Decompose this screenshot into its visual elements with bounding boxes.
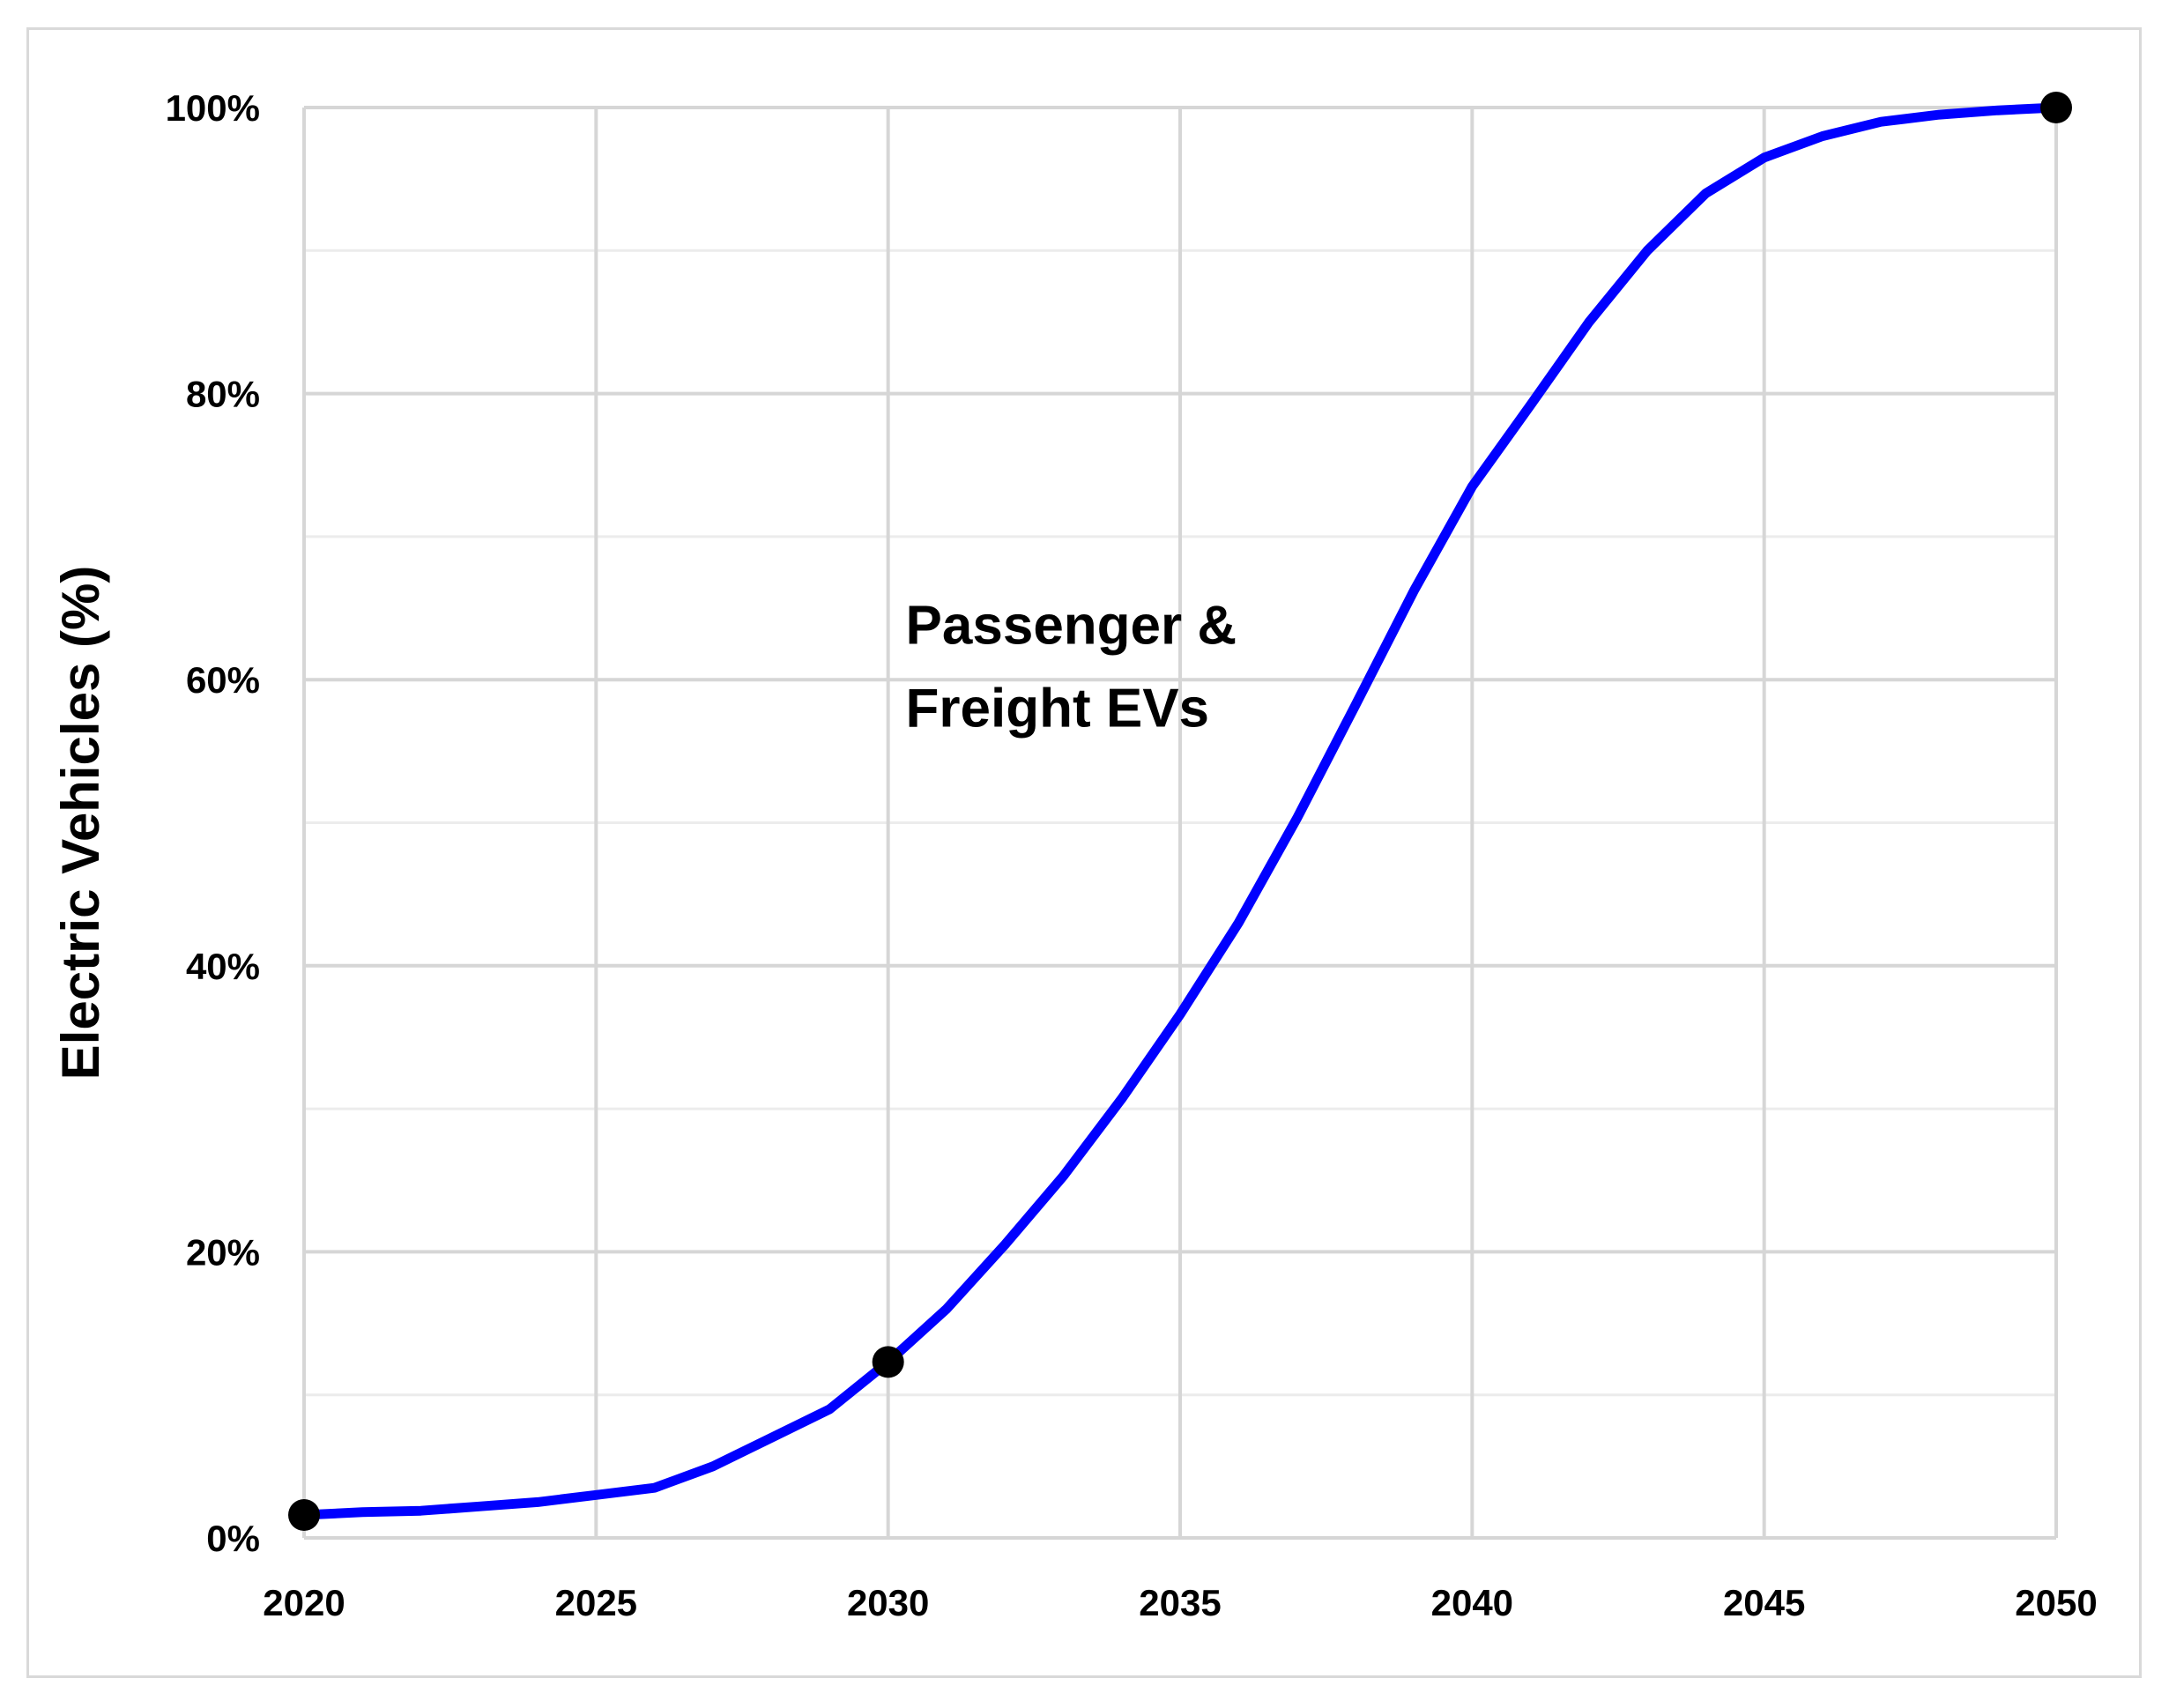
series-line-0 (299, 102, 2061, 1520)
marker-layer (288, 92, 2072, 1532)
series-layer (299, 102, 2061, 1520)
y-tick-label-40: 40% (186, 946, 260, 987)
x-tick-label-2030: 2030 (847, 1582, 929, 1623)
marker-point-2030 (872, 1346, 904, 1378)
y-axis-title: Electric Vehicles (%) (51, 566, 110, 1080)
annotation-0: Passenger & Freight EVs (906, 596, 1237, 739)
annotation-line-0: Passenger & (906, 596, 1237, 657)
y-tick-label-20: 20% (186, 1231, 260, 1273)
marker-point-2050 (2040, 92, 2072, 123)
x-tick-label-2050: 2050 (2015, 1582, 2097, 1623)
x-tick-label-2025: 2025 (555, 1582, 637, 1623)
x-tick-label-2040: 2040 (1431, 1582, 1513, 1623)
annotation-line-1: Freight EVs (906, 679, 1210, 739)
y-tick-label-100: 100% (166, 87, 260, 129)
marker-point-2020 (288, 1499, 320, 1532)
label-layer: 0% 20% 40% 60% 80% 100% 2020 2025 2030 2035 2040 20… (51, 87, 2098, 1623)
chart-frame (26, 27, 2142, 1678)
x-tick-label-2035: 2035 (1139, 1582, 1221, 1623)
grid-layer (302, 106, 2058, 1540)
y-tick-label-80: 80% (186, 374, 260, 415)
y-tick-label-60: 60% (186, 659, 260, 701)
x-tick-label-2045: 2045 (1723, 1582, 1805, 1623)
x-tick-label-2020: 2020 (263, 1582, 345, 1623)
y-tick-label-0: 0% (206, 1518, 260, 1559)
